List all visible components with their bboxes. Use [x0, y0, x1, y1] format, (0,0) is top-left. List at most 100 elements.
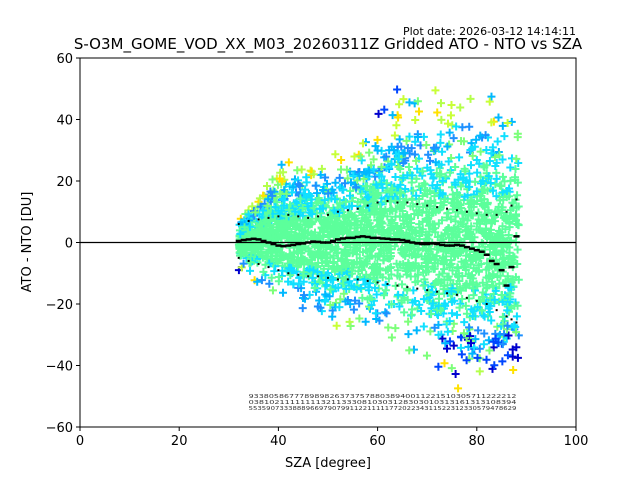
scatter-point — [454, 384, 463, 393]
scatter-point — [387, 160, 396, 169]
std-marker — [505, 315, 508, 318]
scatter-point — [449, 134, 458, 143]
scatter-point — [405, 262, 414, 271]
std-marker — [247, 259, 250, 262]
scatter-point — [503, 321, 512, 330]
scatter-point — [422, 140, 431, 149]
scatter-point — [349, 305, 358, 314]
std-marker — [336, 278, 339, 281]
scatter-point — [304, 247, 313, 256]
scatter-point — [369, 165, 378, 174]
scatter-point — [375, 171, 384, 180]
x-tick-label: 20 — [171, 434, 188, 449]
scatter-point — [469, 284, 478, 293]
scatter-point — [335, 199, 344, 208]
scatter-point — [335, 173, 344, 182]
scatter-point — [438, 176, 447, 185]
scatter-point — [364, 286, 373, 295]
scatter-point — [386, 263, 395, 272]
scatter-point — [410, 150, 419, 159]
scatter-point — [410, 263, 419, 272]
scatter-point — [450, 224, 459, 233]
scatter-point — [462, 309, 471, 318]
scatter-point — [393, 229, 402, 238]
scatter-point — [403, 143, 412, 152]
scatter-point — [378, 183, 387, 192]
scatter-point — [441, 301, 450, 310]
scatter-point — [358, 293, 367, 302]
scatter-point — [310, 284, 319, 293]
scatter-point — [313, 302, 322, 311]
scatter-point — [415, 107, 424, 116]
scatter-point — [361, 214, 370, 223]
scatter-point — [294, 279, 303, 288]
scatter-point — [282, 219, 291, 228]
scatter-point — [342, 284, 351, 293]
scatter-point — [267, 273, 276, 282]
scatter-point — [505, 223, 514, 232]
scatter-point — [353, 223, 362, 232]
std-marker — [327, 276, 329, 279]
scatter-point — [332, 321, 341, 330]
scatter-point — [397, 223, 406, 232]
scatter-point — [503, 351, 512, 360]
std-marker — [247, 219, 250, 222]
scatter-point — [427, 309, 436, 318]
scatter-point — [491, 207, 500, 216]
std-marker — [475, 299, 478, 302]
scatter-point — [279, 168, 288, 177]
y-tick-label: −40 — [46, 360, 73, 375]
scatter-point — [345, 317, 354, 326]
scatter-point — [298, 204, 307, 213]
scatter-point — [404, 330, 413, 339]
scatter-point — [440, 197, 449, 206]
scatter-point — [511, 216, 520, 225]
scatter-point — [513, 191, 522, 200]
scatter-point — [301, 185, 310, 194]
scatter-point — [472, 135, 481, 144]
scatter-point — [507, 117, 516, 126]
scatter-point — [514, 221, 523, 230]
scatter-point — [321, 290, 330, 299]
scatter-point — [350, 170, 359, 179]
std-marker — [406, 201, 409, 204]
scatter-point — [424, 221, 433, 230]
scatter-point — [276, 231, 285, 240]
x-axis-label: SZA [degree] — [285, 456, 371, 471]
scatter-point — [474, 208, 483, 217]
scatter-point — [261, 218, 270, 227]
scatter-point — [402, 136, 411, 145]
scatter-point — [327, 194, 336, 203]
scatter-point — [438, 334, 447, 343]
scatter-point — [332, 262, 341, 271]
scatter-point — [295, 260, 304, 269]
scatter-point — [406, 202, 415, 211]
scatter-point — [270, 267, 279, 276]
x-tick-label: 100 — [564, 434, 589, 449]
scatter-point — [253, 247, 262, 256]
scatter-point — [326, 300, 335, 309]
scatter-point — [434, 330, 443, 339]
scatter-point — [448, 121, 457, 130]
scatter-point — [443, 119, 452, 128]
scatter-point — [351, 296, 360, 305]
scatter-point — [482, 284, 491, 293]
scatter-point — [404, 162, 413, 171]
scatter-point — [421, 252, 430, 261]
std-marker — [267, 266, 270, 269]
series-layer — [235, 198, 520, 324]
scatter-point — [368, 185, 377, 194]
scatter-point — [412, 156, 421, 165]
count-annotation-row: 9338058677789898263737578803894001122151… — [249, 394, 517, 400]
scatter-point — [487, 316, 496, 325]
scatter-point — [347, 269, 356, 278]
scatter-point — [493, 137, 502, 146]
scatter-point — [411, 278, 420, 287]
scatter-point — [411, 296, 420, 305]
scatter-point — [373, 191, 382, 200]
scatter-point — [285, 205, 294, 214]
scatter-point — [468, 151, 477, 160]
y-axis: −60 −40 −20 0 20 40 60 — [46, 52, 80, 436]
scatter-point — [413, 164, 422, 173]
std-marker — [475, 212, 478, 215]
